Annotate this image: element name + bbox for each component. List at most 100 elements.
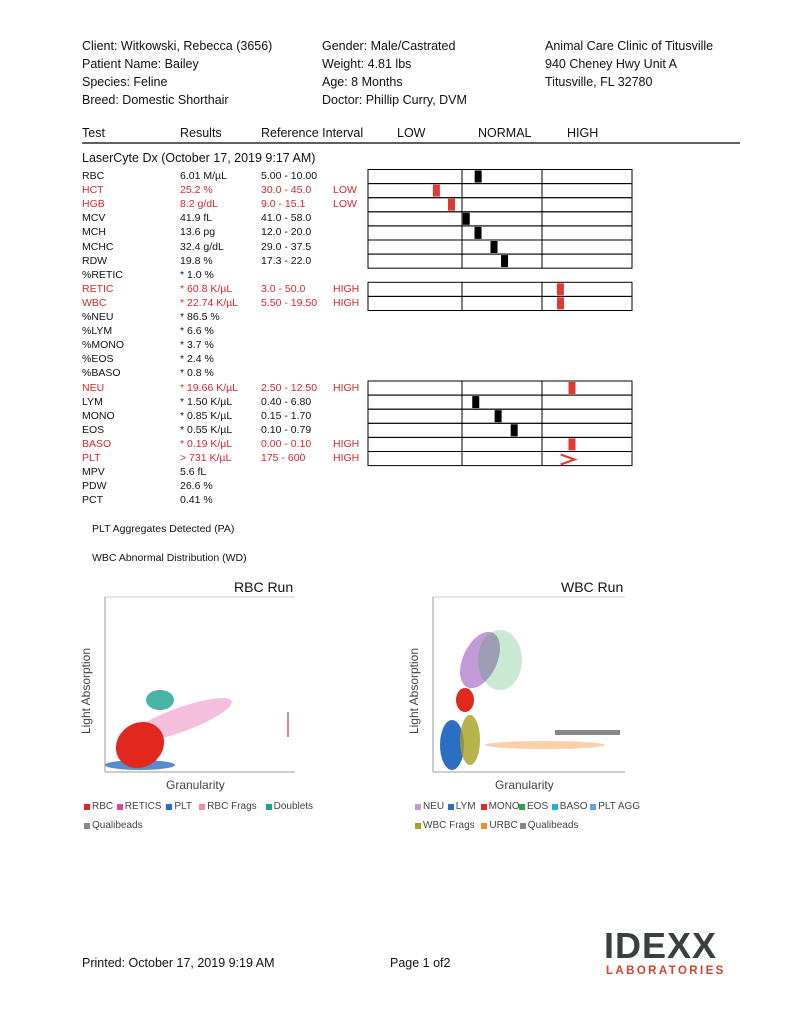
test-name: %MONO	[82, 339, 124, 352]
gauge	[367, 211, 633, 227]
y-axis-label: Light Absorption	[407, 647, 422, 735]
legend-swatch	[590, 804, 597, 810]
flag: LOW	[333, 198, 357, 211]
legend-label: PLT	[174, 801, 192, 812]
result: * 22.74 K/µL	[180, 296, 239, 309]
test-name: %BASO	[82, 367, 121, 380]
test-name: LYM	[82, 395, 103, 408]
header-line: Weight: 4.81 lbs	[322, 57, 412, 71]
gauge-marker	[490, 241, 498, 253]
test-name: %RETIC	[82, 268, 123, 281]
section-title: LaserCyte Dx (October 17, 2019 9:17 AM)	[82, 151, 316, 165]
flag: LOW	[333, 184, 357, 197]
test-name: WBC	[82, 296, 107, 309]
gauge-marker	[432, 184, 440, 197]
legend-label: Qualibeads	[527, 820, 579, 831]
test-name: MCH	[82, 226, 106, 239]
result: * 1.0 %	[180, 268, 214, 281]
gauge-marker	[472, 396, 480, 409]
result: 8.2 g/dL	[180, 198, 218, 211]
reference-interval: 2.50 - 12.50	[261, 381, 318, 394]
result: 19.8 %	[180, 254, 213, 267]
header-line: 940 Cheney Hwy Unit A	[545, 57, 678, 71]
legend-swatch	[116, 804, 123, 810]
header-line: Species: Feline	[82, 75, 168, 89]
reference-interval: 0.15 - 1.70	[261, 409, 312, 422]
reference-interval: 175 - 600	[261, 452, 306, 464]
result: * 19.66 K/µL	[180, 381, 239, 394]
result: * 60.8 K/µL	[180, 282, 233, 295]
gauge-marker	[448, 198, 456, 211]
legend-swatch	[447, 804, 454, 810]
reference-interval: 9.0 - 15.1	[261, 198, 306, 211]
result: 0.41 %	[180, 494, 213, 507]
test-name: RBC	[82, 170, 105, 182]
reference-interval: 41.0 - 58.0	[261, 212, 312, 225]
test-name: %LYM	[82, 325, 113, 338]
reference-interval: 5.50 - 19.50	[261, 296, 318, 309]
gauge	[367, 436, 633, 452]
gauge-marker	[568, 438, 576, 451]
flag: HIGH	[333, 437, 360, 450]
legend-label: URBC	[489, 820, 518, 831]
reference-interval: 30.0 - 45.0	[261, 184, 312, 197]
legend-swatch	[519, 823, 526, 829]
printed-date: Printed: October 17, 2019 9:19 AM	[82, 956, 275, 970]
legend-label: BASO	[559, 801, 588, 812]
note: WBC Abnormal Distribution (WD)	[92, 552, 247, 564]
legend-swatch	[265, 804, 272, 810]
test-name: HGB	[82, 198, 105, 211]
gauge	[367, 281, 633, 297]
x-axis-label: Granularity	[166, 778, 225, 792]
reference-interval: 17.3 - 22.0	[261, 254, 312, 267]
result: * 86.5 %	[180, 311, 220, 323]
header-line: Age: 8 Months	[322, 75, 403, 89]
plot-title: WBC Run	[561, 579, 624, 595]
legend-swatch	[415, 804, 421, 810]
legend-swatch	[519, 804, 525, 810]
legend-label: EOS	[527, 801, 549, 812]
legend-label: Doublets	[273, 801, 314, 812]
gauge-marker	[510, 424, 518, 437]
gauge	[367, 197, 633, 213]
flag: HIGH	[333, 282, 360, 295]
header-line: Patient Name: Bailey	[82, 57, 199, 71]
legend-swatch	[84, 823, 90, 829]
test-name: RETIC	[82, 282, 114, 295]
gauge	[367, 451, 633, 467]
flag: HIGH	[333, 296, 360, 309]
gauge	[367, 225, 633, 241]
result: 26.6 %	[180, 480, 213, 493]
result: * 1.50 K/µL	[180, 395, 233, 408]
test-name: %NEU	[82, 311, 114, 323]
test-name: MPV	[82, 466, 105, 479]
page-number: Page 1 of2	[390, 956, 451, 970]
gauge	[367, 394, 633, 410]
header-line: Animal Care Clinic of Titusville	[545, 39, 714, 53]
test-name: NEU	[82, 381, 105, 394]
legend-label: WBC Frags	[423, 820, 475, 831]
test-name: PLT	[82, 452, 101, 464]
result: * 2.4 %	[180, 353, 214, 366]
test-name: BASO	[82, 437, 112, 450]
column-header: HIGH	[567, 126, 599, 140]
result: 32.4 g/dL	[180, 240, 224, 253]
legend-label: MONO	[488, 801, 520, 812]
legend-swatch	[480, 804, 487, 810]
y-axis-label: Light Absorption	[79, 647, 94, 735]
legend-label: RBC Frags	[207, 801, 257, 812]
gauge	[367, 422, 633, 438]
reference-interval: 5.00 - 10.00	[261, 170, 318, 182]
column-header: Reference Interval	[261, 126, 364, 140]
legend-label: NEU	[423, 801, 445, 812]
reference-interval: 0.00 - 0.10	[261, 437, 312, 450]
gauge	[367, 239, 633, 255]
plot-title: RBC Run	[234, 579, 294, 595]
result: * 0.8 %	[180, 367, 214, 380]
legend-label: PLT AGG	[598, 801, 641, 812]
gauge	[367, 253, 633, 269]
legend-label: RBC	[92, 801, 114, 812]
header-line: Titusville, FL 32780	[545, 75, 653, 89]
